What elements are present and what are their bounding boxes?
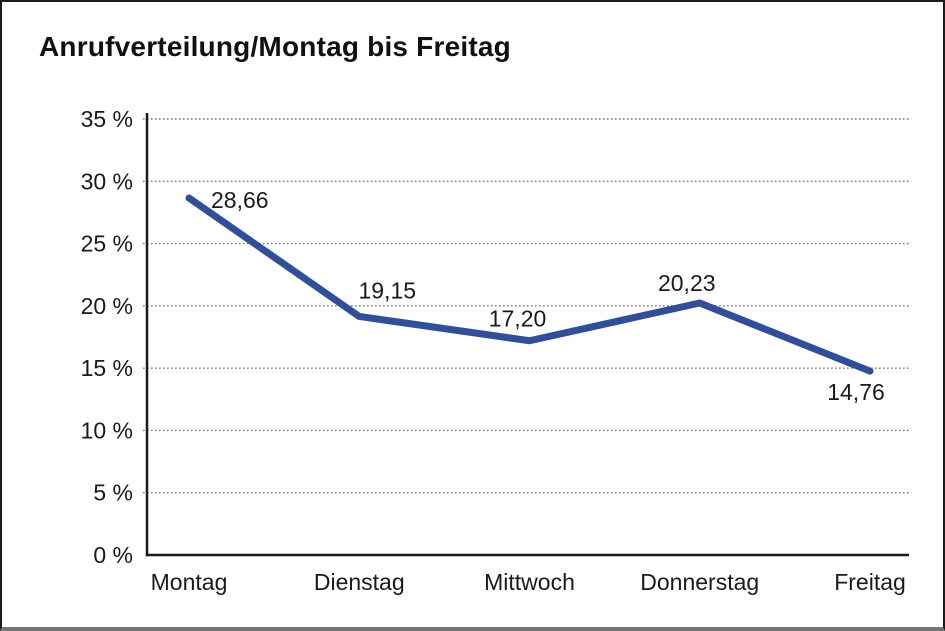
x-tick-label: Freitag bbox=[834, 569, 906, 595]
y-tick-label: 20 % bbox=[81, 293, 133, 319]
x-tick-label: Montag bbox=[151, 569, 228, 595]
y-tick-label: 35 % bbox=[81, 106, 133, 132]
data-point-label: 19,15 bbox=[358, 277, 416, 303]
data-point-label: 28,66 bbox=[211, 187, 269, 213]
x-tick-label: Mittwoch bbox=[484, 569, 575, 595]
data-point-label: 20,23 bbox=[658, 270, 716, 296]
y-tick-label: 25 % bbox=[81, 231, 133, 257]
data-point-label: 14,76 bbox=[827, 379, 885, 405]
data-point-label: 17,20 bbox=[489, 306, 547, 332]
y-tick-label: 30 % bbox=[81, 168, 133, 194]
x-tick-label: Dienstag bbox=[314, 569, 405, 595]
series-line bbox=[185, 194, 874, 375]
y-tick-label: 15 % bbox=[81, 355, 133, 381]
x-tick-label: Donnerstag bbox=[640, 569, 759, 595]
y-tick-label: 0 % bbox=[93, 542, 133, 568]
chart-title: Anrufverteilung/Montag bis Freitag bbox=[39, 31, 511, 62]
y-tick-label: 10 % bbox=[81, 417, 133, 443]
y-tick-label: 5 % bbox=[93, 480, 133, 506]
